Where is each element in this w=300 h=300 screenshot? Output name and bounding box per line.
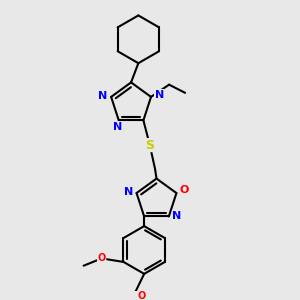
Text: N: N — [172, 211, 182, 221]
Text: S: S — [145, 139, 154, 152]
Text: O: O — [179, 184, 188, 195]
Text: N: N — [113, 122, 122, 132]
Text: N: N — [154, 90, 164, 100]
Text: O: O — [98, 253, 106, 263]
Text: N: N — [98, 91, 108, 101]
Text: O: O — [138, 291, 146, 300]
Text: N: N — [124, 188, 133, 197]
